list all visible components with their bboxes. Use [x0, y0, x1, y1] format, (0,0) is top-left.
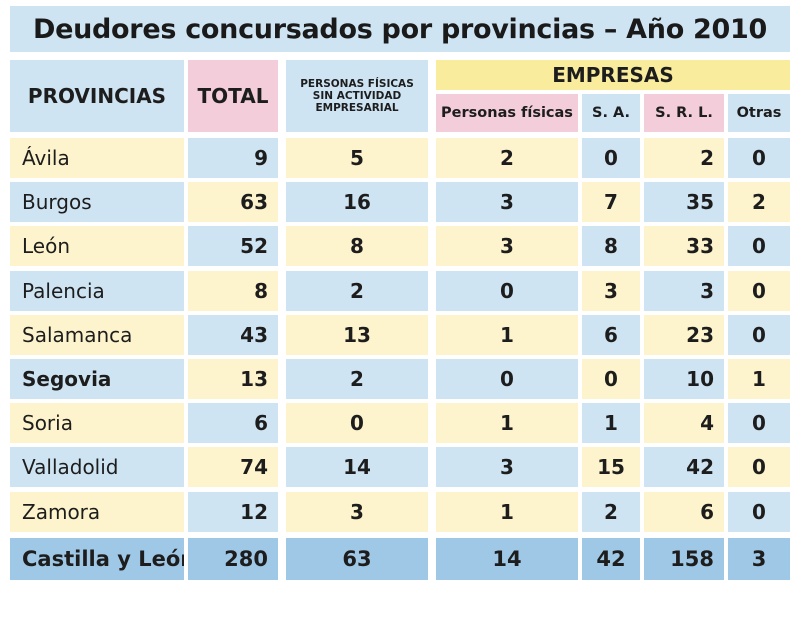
cell-empresas-personas-fisicas: 0 — [436, 359, 578, 399]
cell-total: 8 — [188, 270, 278, 311]
header-personas-sin-actividad: PERSONAS FÍSICAS SIN ACTIVIDAD EMPRESARI… — [286, 60, 428, 132]
cell-provincia: Zamora — [10, 491, 184, 532]
cell-empresas-srl: 3 — [644, 270, 724, 311]
cell-empresas-sa: 0 — [582, 359, 640, 399]
cell-empresas-otras: 0 — [728, 447, 790, 488]
cell-empresas-personas-fisicas: 2 — [436, 138, 578, 178]
cell-empresas-srl: 33 — [644, 226, 724, 267]
header-provincias: PROVINCIAS — [10, 60, 184, 132]
cell-empresas-sa: 1 — [582, 403, 640, 444]
cell-total: 280 — [188, 537, 278, 580]
header-empresas: EMPRESAS — [436, 60, 790, 90]
cell-empresas-sa: 6 — [582, 314, 640, 355]
cell-empresas-srl: 42 — [644, 447, 724, 488]
cell-empresas-otras: 0 — [728, 226, 790, 267]
cell-pf-sin-actividad: 16 — [286, 182, 428, 223]
cell-empresas-sa: 3 — [582, 270, 640, 311]
cell-empresas-otras: 0 — [728, 138, 790, 178]
cell-empresas-srl: 35 — [644, 182, 724, 223]
cell-total: 9 — [188, 138, 278, 178]
cell-empresas-personas-fisicas: 1 — [436, 314, 578, 355]
cell-empresas-otras: 0 — [728, 270, 790, 311]
cell-provincia: Valladolid — [10, 447, 184, 488]
cell-empresas-personas-fisicas: 1 — [436, 403, 578, 444]
table-title: Deudores concursados por provincias – Añ… — [10, 6, 790, 52]
cell-provincia: Soria — [10, 403, 184, 444]
cell-provincia: Palencia — [10, 270, 184, 311]
cell-total: 52 — [188, 226, 278, 267]
cell-empresas-srl: 4 — [644, 403, 724, 444]
cell-total: 63 — [188, 182, 278, 223]
cell-total: 13 — [188, 359, 278, 399]
cell-empresas-srl: 23 — [644, 314, 724, 355]
header-empresas-personas-fisicas: Personas físicas — [436, 94, 578, 132]
header-empresas-otras: Otras — [728, 94, 790, 132]
cell-pf-sin-actividad: 14 — [286, 447, 428, 488]
cell-pf-sin-actividad: 5 — [286, 138, 428, 178]
cell-provincia: Burgos — [10, 182, 184, 223]
cell-empresas-sa: 2 — [582, 491, 640, 532]
cell-pf-sin-actividad: 3 — [286, 491, 428, 532]
cell-empresas-otras: 3 — [728, 537, 790, 580]
cell-empresas-srl: 10 — [644, 359, 724, 399]
cell-provincia: León — [10, 226, 184, 267]
cell-empresas-srl: 6 — [644, 491, 724, 532]
cell-empresas-personas-fisicas: 0 — [436, 270, 578, 311]
header-total: TOTAL — [188, 60, 278, 132]
cell-pf-sin-actividad: 13 — [286, 314, 428, 355]
cell-provincia: Castilla y León — [10, 537, 184, 580]
cell-empresas-sa: 15 — [582, 447, 640, 488]
cell-total: 12 — [188, 491, 278, 532]
cell-empresas-personas-fisicas: 3 — [436, 447, 578, 488]
header-empresas-srl: S. R. L. — [644, 94, 724, 132]
cell-provincia: Salamanca — [10, 314, 184, 355]
cell-total: 6 — [188, 403, 278, 444]
cell-pf-sin-actividad: 2 — [286, 359, 428, 399]
cell-empresas-personas-fisicas: 3 — [436, 226, 578, 267]
cell-total: 43 — [188, 314, 278, 355]
cell-empresas-otras: 0 — [728, 491, 790, 532]
cell-empresas-sa: 7 — [582, 182, 640, 223]
cell-empresas-sa: 42 — [582, 537, 640, 580]
cell-empresas-personas-fisicas: 1 — [436, 491, 578, 532]
cell-total: 74 — [188, 447, 278, 488]
cell-empresas-otras: 1 — [728, 359, 790, 399]
cell-pf-sin-actividad: 63 — [286, 537, 428, 580]
cell-empresas-personas-fisicas: 14 — [436, 537, 578, 580]
cell-empresas-sa: 0 — [582, 138, 640, 178]
header-empresas-sa: S. A. — [582, 94, 640, 132]
cell-pf-sin-actividad: 2 — [286, 270, 428, 311]
cell-pf-sin-actividad: 0 — [286, 403, 428, 444]
cell-empresas-srl: 158 — [644, 537, 724, 580]
cell-empresas-otras: 0 — [728, 314, 790, 355]
cell-provincia: Ávila — [10, 138, 184, 178]
cell-empresas-sa: 8 — [582, 226, 640, 267]
cell-empresas-srl: 2 — [644, 138, 724, 178]
cell-empresas-otras: 2 — [728, 182, 790, 223]
cell-empresas-otras: 0 — [728, 403, 790, 444]
cell-provincia: Segovia — [10, 359, 184, 399]
cell-empresas-personas-fisicas: 3 — [436, 182, 578, 223]
cell-pf-sin-actividad: 8 — [286, 226, 428, 267]
